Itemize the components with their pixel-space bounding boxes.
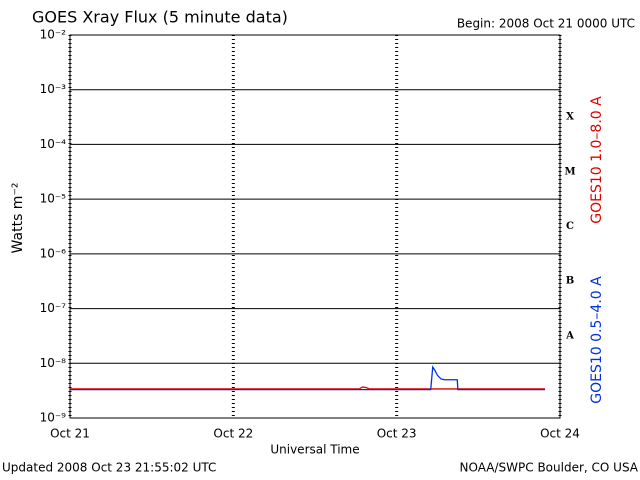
legend-label: GOES10 1.0–8.0 A <box>589 96 605 224</box>
chart-subtitle: Begin: 2008 Oct 21 0000 UTC <box>457 17 635 31</box>
flare-class-label: A <box>565 330 574 341</box>
y-tick-label: 10⁻⁹ <box>40 411 67 425</box>
x-tick-label: Oct 21 <box>50 427 90 441</box>
y-axis-label: Watts m⁻² <box>10 183 26 254</box>
y-tick-label: 10⁻⁴ <box>40 137 67 151</box>
flare-class-label: B <box>566 276 574 287</box>
y-tick-label: 10⁻⁶ <box>40 246 67 260</box>
y-tick-label: 10⁻⁷ <box>40 301 67 315</box>
plot-frame <box>69 34 561 419</box>
y-tick-label: 10⁻² <box>40 28 67 42</box>
series-line <box>70 386 546 390</box>
y-tick-label: 10⁻⁵ <box>40 192 67 206</box>
y-tick-label: 10⁻⁸ <box>40 356 67 370</box>
x-tick-label: Oct 24 <box>540 427 580 441</box>
x-axis-label: Universal Time <box>270 443 359 457</box>
footer-left: Updated 2008 Oct 23 21:55:02 UTC <box>2 461 216 475</box>
chart-title: GOES Xray Flux (5 minute data) <box>32 8 288 27</box>
flare-class-label: X <box>566 112 574 123</box>
flare-class-label: C <box>566 221 574 232</box>
legend-label: GOES10 0.5–4.0 A <box>589 276 605 404</box>
series-line <box>70 365 546 391</box>
x-tick-label: Oct 23 <box>377 427 417 441</box>
x-tick-label: Oct 22 <box>213 427 253 441</box>
footer-right: NOAA/SWPC Boulder, CO USA <box>460 461 639 475</box>
flare-class-label: M <box>564 166 575 177</box>
y-tick-label: 10⁻³ <box>40 82 67 96</box>
